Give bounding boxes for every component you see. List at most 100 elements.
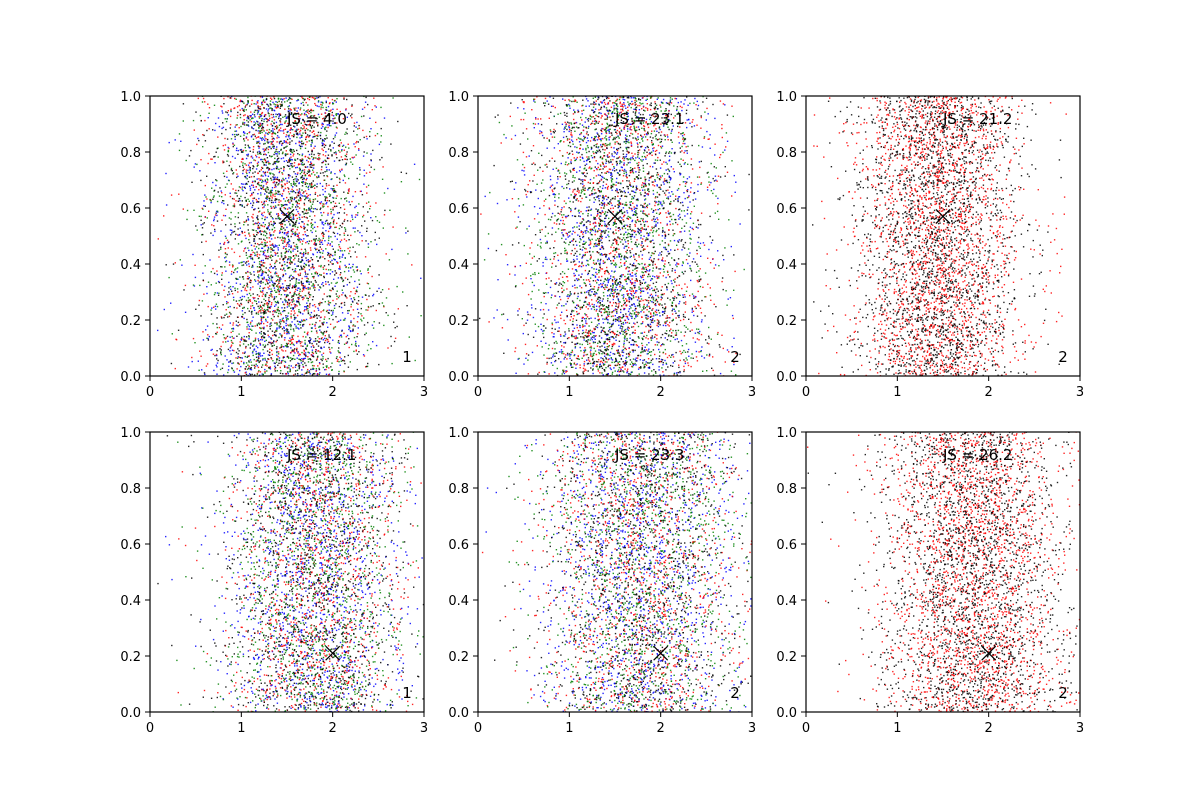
scatter-point bbox=[568, 130, 570, 133]
scatter-point bbox=[213, 218, 215, 220]
scatter-point bbox=[273, 297, 276, 300]
scatter-point bbox=[339, 256, 341, 258]
scatter-point bbox=[322, 366, 325, 369]
scatter-point bbox=[264, 359, 266, 361]
scatter-point bbox=[234, 97, 236, 100]
scatter-point bbox=[352, 301, 354, 303]
scatter-point bbox=[341, 330, 343, 332]
scatter-point bbox=[266, 350, 269, 352]
scatter-point bbox=[290, 127, 292, 129]
scatter-point bbox=[344, 277, 347, 279]
scatter-point bbox=[315, 370, 317, 372]
scatter-point bbox=[303, 213, 305, 215]
scatter-point bbox=[256, 165, 258, 167]
scatter-point bbox=[363, 355, 366, 357]
scatter-point bbox=[220, 349, 222, 351]
scatter-point bbox=[247, 275, 249, 278]
scatter-point bbox=[354, 292, 356, 295]
scatter-point bbox=[314, 145, 316, 147]
scatter-point bbox=[327, 163, 330, 165]
scatter-point bbox=[271, 290, 273, 292]
scatter-point bbox=[586, 137, 589, 139]
scatter-point bbox=[281, 264, 284, 266]
scatter-point bbox=[295, 282, 297, 284]
scatter-point bbox=[254, 300, 256, 302]
scatter-point bbox=[418, 178, 421, 181]
scatter-point bbox=[320, 127, 323, 129]
scatter-point bbox=[344, 317, 346, 320]
scatter-point bbox=[266, 118, 268, 120]
scatter-point bbox=[288, 108, 290, 110]
scatter-point bbox=[258, 301, 260, 303]
scatter-point bbox=[233, 230, 236, 233]
scatter-point bbox=[371, 109, 373, 111]
scatter-point bbox=[305, 216, 307, 219]
scatter-point bbox=[315, 235, 317, 237]
scatter-point bbox=[292, 179, 295, 181]
scatter-point bbox=[355, 350, 357, 352]
scatter-point bbox=[306, 183, 309, 185]
scatter-point bbox=[231, 133, 234, 136]
scatter-point bbox=[267, 256, 269, 258]
scatter-point bbox=[252, 229, 255, 231]
scatter-point bbox=[360, 313, 362, 315]
scatter-point bbox=[258, 116, 260, 118]
scatter-point bbox=[276, 146, 278, 148]
scatter-point bbox=[245, 200, 247, 202]
scatter-point bbox=[294, 366, 297, 368]
scatter-point bbox=[247, 180, 250, 183]
scatter-point bbox=[292, 228, 294, 230]
scatter-point bbox=[301, 164, 303, 166]
scatter-point bbox=[319, 219, 322, 221]
scatter-point bbox=[296, 247, 299, 250]
scatter-point bbox=[328, 334, 330, 336]
scatter-point bbox=[366, 298, 368, 301]
scatter-point bbox=[273, 315, 275, 318]
scatter-point bbox=[288, 357, 290, 359]
scatter-point bbox=[279, 121, 282, 123]
scatter-point bbox=[256, 255, 259, 257]
scatter-point bbox=[340, 197, 342, 200]
scatter-point bbox=[332, 197, 335, 199]
scatter-point bbox=[261, 167, 264, 169]
scatter-point bbox=[268, 299, 270, 301]
scatter-point bbox=[274, 362, 276, 365]
scatter-point bbox=[270, 189, 272, 192]
scatter-point bbox=[332, 311, 334, 313]
scatter-point bbox=[254, 279, 256, 281]
scatter-point bbox=[275, 192, 278, 195]
scatter-point bbox=[212, 198, 214, 200]
scatter-point bbox=[262, 335, 264, 337]
scatter-point bbox=[305, 185, 307, 188]
scatter-point bbox=[280, 130, 282, 132]
scatter-point bbox=[299, 274, 301, 276]
scatter-point bbox=[209, 259, 211, 261]
scatter-point bbox=[261, 124, 263, 126]
scatter-point bbox=[323, 276, 325, 279]
scatter-point bbox=[235, 130, 238, 132]
scatter-point bbox=[336, 108, 338, 110]
scatter-point bbox=[378, 322, 381, 324]
scatter-point bbox=[274, 283, 276, 285]
scatter-point bbox=[353, 287, 355, 289]
scatter-point bbox=[234, 138, 236, 140]
scatter-point bbox=[230, 223, 232, 226]
scatter-point bbox=[318, 338, 320, 340]
scatter-point bbox=[276, 350, 278, 353]
scatter-point bbox=[328, 295, 330, 297]
scatter-point bbox=[304, 248, 306, 250]
scatter-point bbox=[285, 248, 287, 250]
scatter-point bbox=[305, 101, 307, 104]
scatter-point bbox=[258, 227, 261, 229]
scatter-point bbox=[278, 183, 280, 185]
scatter-point bbox=[302, 345, 304, 347]
scatter-point bbox=[335, 282, 337, 284]
scatter-point bbox=[349, 327, 351, 329]
scatter-point bbox=[238, 234, 240, 236]
scatter-point bbox=[266, 181, 269, 183]
scatter-point bbox=[275, 275, 278, 277]
scatter-point bbox=[287, 259, 289, 261]
scatter-point bbox=[269, 307, 271, 309]
scatter-point bbox=[248, 299, 250, 301]
scatter-point bbox=[298, 188, 301, 190]
